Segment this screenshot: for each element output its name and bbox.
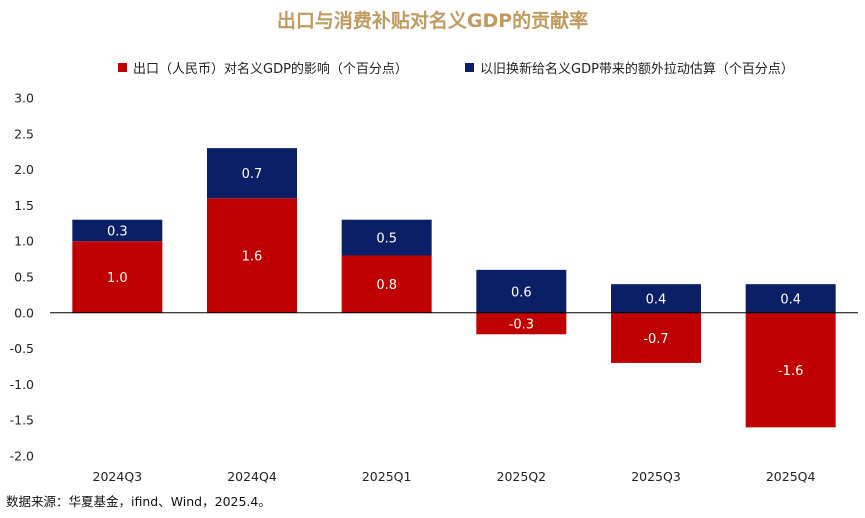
legend: 出口（人民币）对名义GDP的影响（个百分点） 以旧换新给名义GDP带来的额外拉动… [0, 58, 865, 80]
data-label-subsidy: 0.5 [376, 232, 397, 247]
y-tick-label: -1.0 [10, 377, 34, 392]
y-tick-label: 2.0 [14, 162, 34, 177]
y-tick-label: 0.5 [14, 270, 34, 285]
legend-label-export: 出口（人民币）对名义GDP的影响（个百分点） [133, 62, 408, 77]
bar-subsidy [207, 148, 297, 199]
y-tick-label: 3.0 [14, 91, 34, 106]
x-tick-label: 2025Q1 [362, 469, 412, 484]
bar-subsidy [611, 284, 701, 313]
legend-label-subsidy: 以旧换新给名义GDP带来的额外拉动估算（个百分点） [480, 62, 794, 77]
bar-subsidy [745, 284, 836, 313]
data-label-export: 1.0 [107, 271, 128, 286]
y-tick-label: 1.0 [14, 234, 34, 249]
x-tick-label: 2025Q2 [497, 469, 547, 484]
bar-export [207, 198, 297, 313]
bar-export [611, 312, 701, 363]
legend-item-subsidy: 以旧换新给名义GDP带来的额外拉动估算（个百分点） [465, 58, 794, 77]
data-label-subsidy: 0.6 [511, 285, 532, 300]
y-tick-label: 2.5 [14, 126, 34, 141]
source-note: 数据来源：华夏基金，ifind、Wind，2025.4。 [6, 494, 271, 509]
x-tick-label: 2025Q4 [766, 469, 816, 484]
data-label-export: 0.8 [376, 278, 397, 293]
legend-swatch-export [118, 63, 127, 72]
data-label-subsidy: 0.4 [646, 292, 667, 307]
y-tick-label: -1.5 [10, 413, 34, 428]
bar-export [476, 312, 567, 335]
y-tick-label: 1.5 [14, 198, 34, 213]
data-label-subsidy: 0.4 [780, 292, 801, 307]
y-tick-label: -2.0 [10, 449, 34, 464]
data-label-subsidy: 0.3 [107, 224, 128, 239]
bar-subsidy [341, 219, 432, 256]
legend-item-export: 出口（人民币）对名义GDP的影响（个百分点） [118, 58, 408, 77]
bar-export [72, 241, 163, 313]
data-label-subsidy: 0.7 [242, 167, 263, 182]
bar-export [341, 255, 432, 313]
bar-subsidy [476, 269, 567, 313]
data-label-export: -1.6 [778, 364, 803, 379]
data-label-export: -0.7 [643, 332, 668, 347]
y-tick-label: 0.0 [14, 305, 34, 320]
x-tick-label: 2024Q4 [227, 469, 277, 484]
data-label-export: -0.3 [509, 318, 534, 333]
bar-subsidy [72, 219, 163, 242]
legend-swatch-subsidy [465, 63, 474, 72]
chart-title: 出口与消费补贴对名义GDP的贡献率 [276, 10, 589, 32]
x-tick-label: 2025Q3 [631, 469, 681, 484]
bar-export [745, 312, 836, 428]
data-label-export: 1.6 [242, 250, 263, 265]
y-tick-label: -0.5 [10, 341, 34, 356]
x-tick-label: 2024Q3 [93, 469, 143, 484]
